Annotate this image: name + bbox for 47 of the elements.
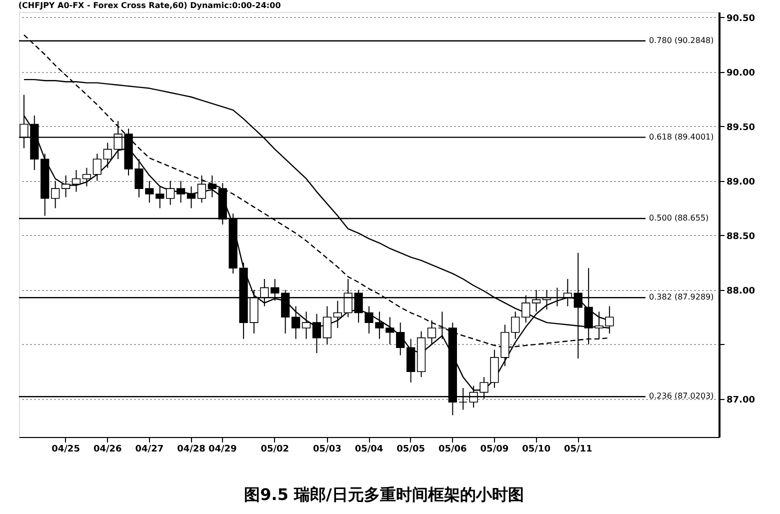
candlestick	[396, 322, 405, 356]
y-tick-label: 89.00	[726, 177, 755, 188]
x-tick-label: 05/10	[522, 444, 550, 454]
candlestick	[186, 186, 196, 209]
x-tick-label: 04/26	[93, 444, 122, 454]
x-tick-label: 05/02	[260, 444, 290, 454]
x-tick-label: 04/29	[208, 444, 237, 454]
y-tick-label: 87.00	[726, 395, 755, 406]
x-tick-label: 05/03	[313, 444, 342, 454]
candlestick	[197, 174, 206, 204]
x-tick-label: 04/27	[135, 444, 164, 454]
x-tick-label: 05/06	[438, 444, 467, 454]
ref-line-label: 0.236 (87.0203)	[649, 392, 714, 401]
x-tick-label: 05/05	[396, 444, 425, 454]
candlestick	[333, 300, 342, 329]
candlestick	[302, 311, 311, 340]
candlestick	[427, 320, 436, 345]
caption: 图9.5 瑞郎/日元多重时间框架的小时图	[244, 485, 524, 504]
candlestick	[92, 153, 102, 182]
y-tick-label: 90.00	[726, 68, 755, 78]
candlestick	[322, 306, 332, 345]
y-tick-label: 90.50	[726, 14, 755, 24]
candlestick	[51, 180, 60, 209]
chart-title: (CHFJPY A0-FX - Forex Cross Rate,60) Dynamic:0:00-24:00	[18, 1, 282, 10]
x-tick-label: 05/04	[354, 444, 384, 454]
ref-line-label: 0.500 (88.655)	[649, 214, 709, 223]
ref-line-label: 0.780 (90.2848)	[649, 36, 714, 45]
candlestick	[291, 306, 300, 340]
x-tick-label: 04/28	[177, 444, 206, 454]
candlestick	[511, 311, 520, 340]
x-tick-label: 04/25	[52, 444, 80, 454]
candlestick	[166, 180, 175, 206]
candlestick	[72, 170, 81, 192]
candlestick	[176, 180, 186, 204]
candlestick	[312, 313, 322, 354]
y-tick-label: 88.00	[726, 286, 755, 296]
ref-line-label: 0.382 (87.9289)	[649, 292, 714, 302]
ref-line-label: 0.618 (89.4001)	[649, 132, 714, 142]
candlestick	[82, 167, 92, 187]
x-tick-label: 05/11	[564, 444, 592, 454]
candlestick	[208, 174, 216, 198]
candlestick	[61, 174, 70, 198]
candlestick	[406, 338, 416, 384]
y-tick-label: 89.50	[726, 122, 755, 133]
y-tick-label: 88.50	[726, 232, 755, 242]
candlestick	[438, 311, 447, 340]
x-tick-label: 05/09	[480, 444, 509, 454]
